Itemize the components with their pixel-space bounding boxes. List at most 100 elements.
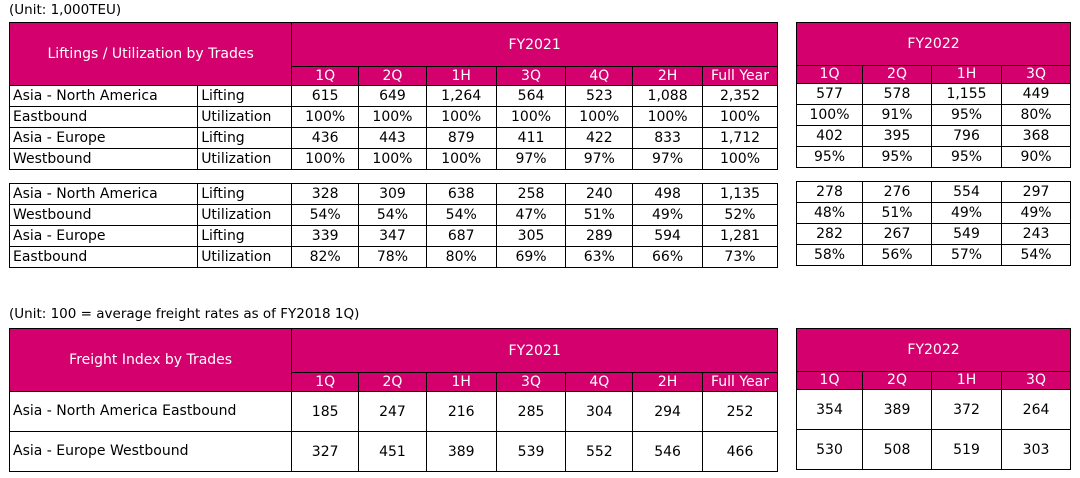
value-cell: 395 (862, 125, 932, 147)
value-cell: 69% (495, 246, 567, 268)
metric-label: Lifting (197, 225, 293, 247)
value-cell: 285 (495, 391, 567, 432)
value-cell: 100% (565, 106, 634, 128)
value-cell: 282 (796, 223, 863, 245)
value-cell: 66% (632, 246, 703, 268)
value-cell: 546 (632, 431, 703, 472)
value-cell: 389 (862, 389, 932, 430)
value-cell: 100% (495, 106, 567, 128)
value-cell: 51% (565, 204, 634, 226)
table-row: Eastbound Utilization 100% 100% 100% 100% 100%… (8, 106, 779, 128)
table-row: 58% 56% 57% 54% (796, 244, 1072, 266)
col-header: Full Year (701, 372, 779, 392)
liftings-fy2021-table: Liftings / Utilization by Trades FY2021 … (8, 21, 779, 268)
value-cell: 389 (425, 431, 497, 472)
value-cell: 1,155 (931, 83, 1002, 105)
value-cell: 549 (931, 223, 1002, 245)
value-cell: 1,281 (701, 225, 779, 247)
col-header: 3Q (1000, 371, 1072, 390)
value-cell: 539 (495, 431, 567, 472)
col-header: 1H (425, 372, 497, 392)
table-row: Asia - North America Lifting 615 649 1,264 56… (8, 85, 779, 107)
value-cell: 327 (291, 431, 360, 472)
value-cell: 466 (701, 431, 779, 472)
metric-label: Lifting (197, 85, 293, 107)
table-row: Asia - North America Lifting 328 309 638 258 2… (8, 183, 779, 205)
value-cell: 368 (1000, 125, 1072, 147)
value-cell: 47% (495, 204, 567, 226)
value-cell: 554 (931, 181, 1002, 203)
trade-label: Westbound (8, 148, 199, 170)
col-header: 3Q (495, 66, 567, 86)
value-cell: 247 (358, 391, 427, 432)
value-cell: 54% (291, 204, 360, 226)
value-cell: 1,264 (425, 85, 497, 107)
trade-label: Asia - Europe (8, 225, 199, 247)
value-cell: 56% (862, 244, 932, 266)
value-cell: 638 (425, 183, 497, 205)
unit-note-freight: (Unit: 100 = average freight rates as of… (9, 306, 360, 322)
col-header: 2H (632, 66, 703, 86)
col-header: 3Q (495, 372, 567, 392)
value-cell: 264 (1000, 389, 1072, 430)
value-cell: 436 (291, 127, 360, 149)
value-cell: 1,088 (632, 85, 703, 107)
value-cell: 498 (632, 183, 703, 205)
value-cell: 305 (495, 225, 567, 247)
col-header: 2H (632, 372, 703, 392)
col-header: 4Q (565, 372, 634, 392)
metric-label: Lifting (197, 183, 293, 205)
freight-fy2021-table: Freight Index by Trades FY2021 1Q 2Q 1H … (8, 327, 779, 472)
value-cell: 347 (358, 225, 427, 247)
liftings-fy2021-header: FY2021 (291, 21, 778, 68)
value-cell: 1,712 (701, 127, 779, 149)
value-cell: 54% (1000, 244, 1072, 266)
value-cell: 185 (291, 391, 360, 432)
value-cell: 687 (425, 225, 497, 247)
value-cell: 80% (425, 246, 497, 268)
value-cell: 422 (565, 127, 634, 149)
table-row: 530 508 519 303 (796, 429, 1072, 470)
table-row: Westbound Utilization 100% 100% 100% 97% 97% 97… (8, 148, 779, 170)
value-cell: 54% (358, 204, 427, 226)
value-cell: 252 (701, 391, 779, 432)
value-cell: 100% (358, 106, 427, 128)
table-row: 95% 95% 95% 90% (796, 146, 1072, 168)
table-row: Asia - Europe Lifting 339 347 687 305 289 594 1,… (8, 225, 779, 247)
value-cell: 339 (291, 225, 360, 247)
value-cell: 73% (701, 246, 779, 268)
value-cell: 100% (796, 104, 863, 126)
value-cell: 294 (632, 391, 703, 432)
value-cell: 58% (796, 244, 863, 266)
value-cell: 267 (862, 223, 932, 245)
col-header: 2Q (358, 66, 427, 86)
value-cell: 90% (1000, 146, 1072, 168)
value-cell: 100% (701, 148, 779, 170)
value-cell: 80% (1000, 104, 1072, 126)
value-cell: 95% (931, 146, 1002, 168)
metric-label: Utilization (197, 246, 293, 268)
value-cell: 796 (931, 125, 1002, 147)
col-header: 1H (931, 65, 1002, 84)
value-cell: 91% (862, 104, 932, 126)
value-cell: 1,135 (701, 183, 779, 205)
value-cell: 100% (291, 106, 360, 128)
value-cell: 289 (565, 225, 634, 247)
value-cell: 97% (495, 148, 567, 170)
col-header: 1H (931, 371, 1002, 390)
trade-label: Eastbound (8, 106, 199, 128)
col-header: 1H (425, 66, 497, 86)
metric-label: Utilization (197, 204, 293, 226)
col-header: 1Q (796, 371, 863, 390)
value-cell: 258 (495, 183, 567, 205)
value-cell: 52% (701, 204, 779, 226)
value-cell: 49% (931, 202, 1002, 224)
value-cell: 309 (358, 183, 427, 205)
trade-label: Eastbound (8, 246, 199, 268)
metric-label: Lifting (197, 127, 293, 149)
value-cell: 615 (291, 85, 360, 107)
value-cell: 95% (796, 146, 863, 168)
table-row: Asia - North America Eastbound 185 247 216 2… (8, 391, 779, 432)
value-cell: 304 (565, 391, 634, 432)
trade-label: Asia - North America (8, 183, 199, 205)
